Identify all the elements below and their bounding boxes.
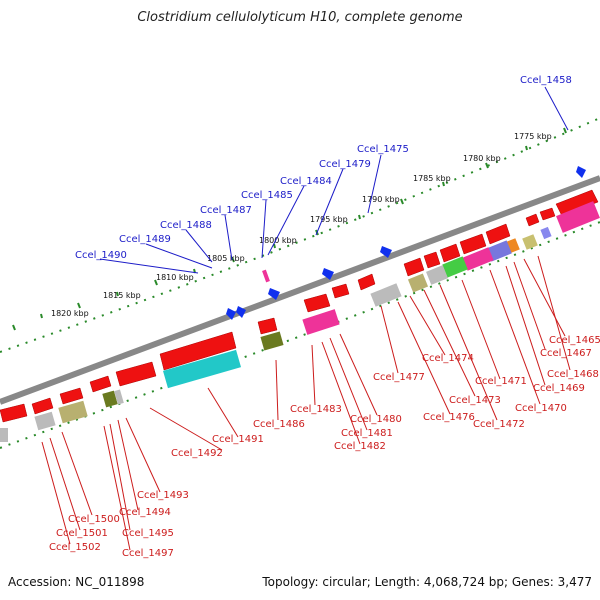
kbp-label: 1815 kbp <box>103 291 141 300</box>
gene-label: Ccel_1477 <box>373 372 425 383</box>
gene-label: Ccel_1465 <box>549 335 600 346</box>
gene-label: Ccel_1476 <box>423 412 475 423</box>
kbp-label: 1800 kbp <box>259 236 297 245</box>
kbp-label: 1805 kbp <box>207 254 245 263</box>
kbp-label: 1820 kbp <box>51 309 89 318</box>
gene-label: Ccel_1502 <box>49 542 101 553</box>
red-gene-labels: Ccel_1465 Ccel_1467 Ccel_1468 Ccel_1469 … <box>49 335 600 559</box>
gene-label: Ccel_1472 <box>473 419 525 430</box>
gene-label: Ccel_1468 <box>547 369 599 380</box>
gene-label: Ccel_1470 <box>515 403 567 414</box>
gene-label: Ccel_1486 <box>253 419 305 430</box>
gene-label: Ccel_1467 <box>540 348 592 359</box>
gene-label: Ccel_1495 <box>122 528 174 539</box>
feature-blocks <box>0 201 600 442</box>
gene-label: Ccel_1458 <box>520 75 572 86</box>
gene-label: Ccel_1482 <box>334 441 386 452</box>
kbp-labels: 1775 kbp 1780 kbp 1785 kbp 1790 kbp 1795… <box>51 132 552 318</box>
gene-label: Ccel_1493 <box>137 490 189 501</box>
genome-summary-text: Topology: circular; Length: 4,068,724 bp… <box>262 575 592 589</box>
genome-backbone <box>0 175 600 405</box>
gene-label: Ccel_1474 <box>422 353 474 364</box>
kbp-label: 1775 kbp <box>514 132 552 141</box>
gene-label: Ccel_1492 <box>171 448 223 459</box>
gene-label: Ccel_1481 <box>341 428 393 439</box>
gene-label: Ccel_1489 <box>119 234 171 245</box>
gene-label: Ccel_1475 <box>357 144 409 155</box>
gene-label: Ccel_1487 <box>200 205 252 216</box>
blue-leaders <box>99 86 569 274</box>
kbp-label: 1780 kbp <box>463 154 501 163</box>
gene-label: Ccel_1484 <box>280 176 332 187</box>
gene-label: Ccel_1490 <box>75 250 127 261</box>
kbp-label: 1785 kbp <box>413 174 451 183</box>
kbp-label: 1790 kbp <box>362 195 400 204</box>
blue-gene-labels: Ccel_1458 Ccel_1475 Ccel_1479 Ccel_1484 … <box>75 75 572 261</box>
map-title: Clostridium cellulolyticum H10, complete… <box>137 10 463 25</box>
gene-label: Ccel_1488 <box>160 220 212 231</box>
gene-label: Ccel_1480 <box>350 414 402 425</box>
red-leaders <box>41 255 571 551</box>
reverse-genes <box>226 166 586 320</box>
gene-label: Ccel_1485 <box>241 190 293 201</box>
forward-genes <box>0 189 599 423</box>
gene-label: Ccel_1473 <box>449 395 501 406</box>
gene-label: Ccel_1501 <box>56 528 108 539</box>
gene-label: Ccel_1483 <box>290 404 342 415</box>
gene-label: Ccel_1497 <box>122 548 174 559</box>
gene-label: Ccel_1494 <box>119 507 171 518</box>
gene-label: Ccel_1471 <box>475 376 527 387</box>
accession-text: Accession: NC_011898 <box>8 575 145 589</box>
gene-label: Ccel_1479 <box>319 159 371 170</box>
kbp-label: 1795 kbp <box>310 215 348 224</box>
kbp-label: 1810 kbp <box>156 273 194 282</box>
gene-label: Ccel_1469 <box>533 383 585 394</box>
gene-label: Ccel_1491 <box>212 434 264 445</box>
gene-label: Ccel_1500 <box>68 514 120 525</box>
outer-scale-track <box>0 117 600 353</box>
